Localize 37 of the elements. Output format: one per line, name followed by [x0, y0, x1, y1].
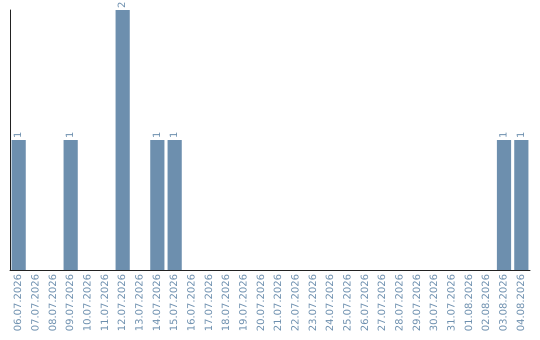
x-tick-label: 19.07.2026	[238, 274, 250, 332]
x-tick-label: 22.07.2026	[290, 274, 302, 332]
x-tick-label: 12.07.2026	[117, 274, 128, 332]
x-tick-label: 27.07.2026	[377, 274, 388, 332]
x-tick-label: 13.07.2026	[134, 274, 146, 332]
x-tick-label: 24.07.2026	[325, 274, 336, 332]
data-label: 1	[152, 132, 163, 138]
x-tick-label: 18.07.2026	[221, 274, 232, 332]
data-label: 1	[498, 132, 510, 138]
data-label: 1	[169, 132, 180, 138]
x-tick-label: 10.07.2026	[82, 274, 94, 332]
x-tick-label: 04.08.2026	[516, 274, 527, 332]
x-tick-label: 29.07.2026	[412, 274, 423, 332]
x-tick-label: 31.07.2026	[446, 274, 458, 332]
x-tick-label: 07.07.2026	[30, 274, 42, 332]
x-tick-label: 11.07.2026	[100, 274, 111, 332]
x-tick-label: 06.07.2026	[13, 274, 24, 332]
x-tick-label: 25.07.2026	[342, 274, 354, 332]
x-tick-label: 14.07.2026	[152, 274, 163, 332]
x-tick-label: 16.07.2026	[186, 274, 198, 332]
x-tick-label: 08.07.2026	[48, 274, 59, 332]
data-label: 2	[117, 2, 128, 8]
data-label: 1	[13, 132, 24, 138]
x-tick-label: 26.07.2026	[360, 274, 371, 332]
x-tick-label: 02.08.2026	[481, 274, 492, 332]
x-tick-label: 17.07.2026	[204, 274, 215, 332]
x-tick-label: 28.07.2026	[394, 274, 406, 332]
x-tick-label: 23.07.2026	[308, 274, 319, 332]
x-tick-label: 09.07.2026	[65, 274, 76, 332]
data-label: 1	[65, 132, 76, 138]
x-tick-label: 30.07.2026	[429, 274, 440, 332]
x-tick-label: 20.07.2026	[256, 274, 267, 332]
x-tick-label: 15.07.2026	[169, 274, 180, 332]
x-tick-label: 21.07.2026	[273, 274, 284, 332]
data-label: 1	[516, 132, 527, 138]
x-tick-label: 03.08.2026	[498, 274, 510, 332]
x-tick-label: 01.08.2026	[464, 274, 475, 332]
